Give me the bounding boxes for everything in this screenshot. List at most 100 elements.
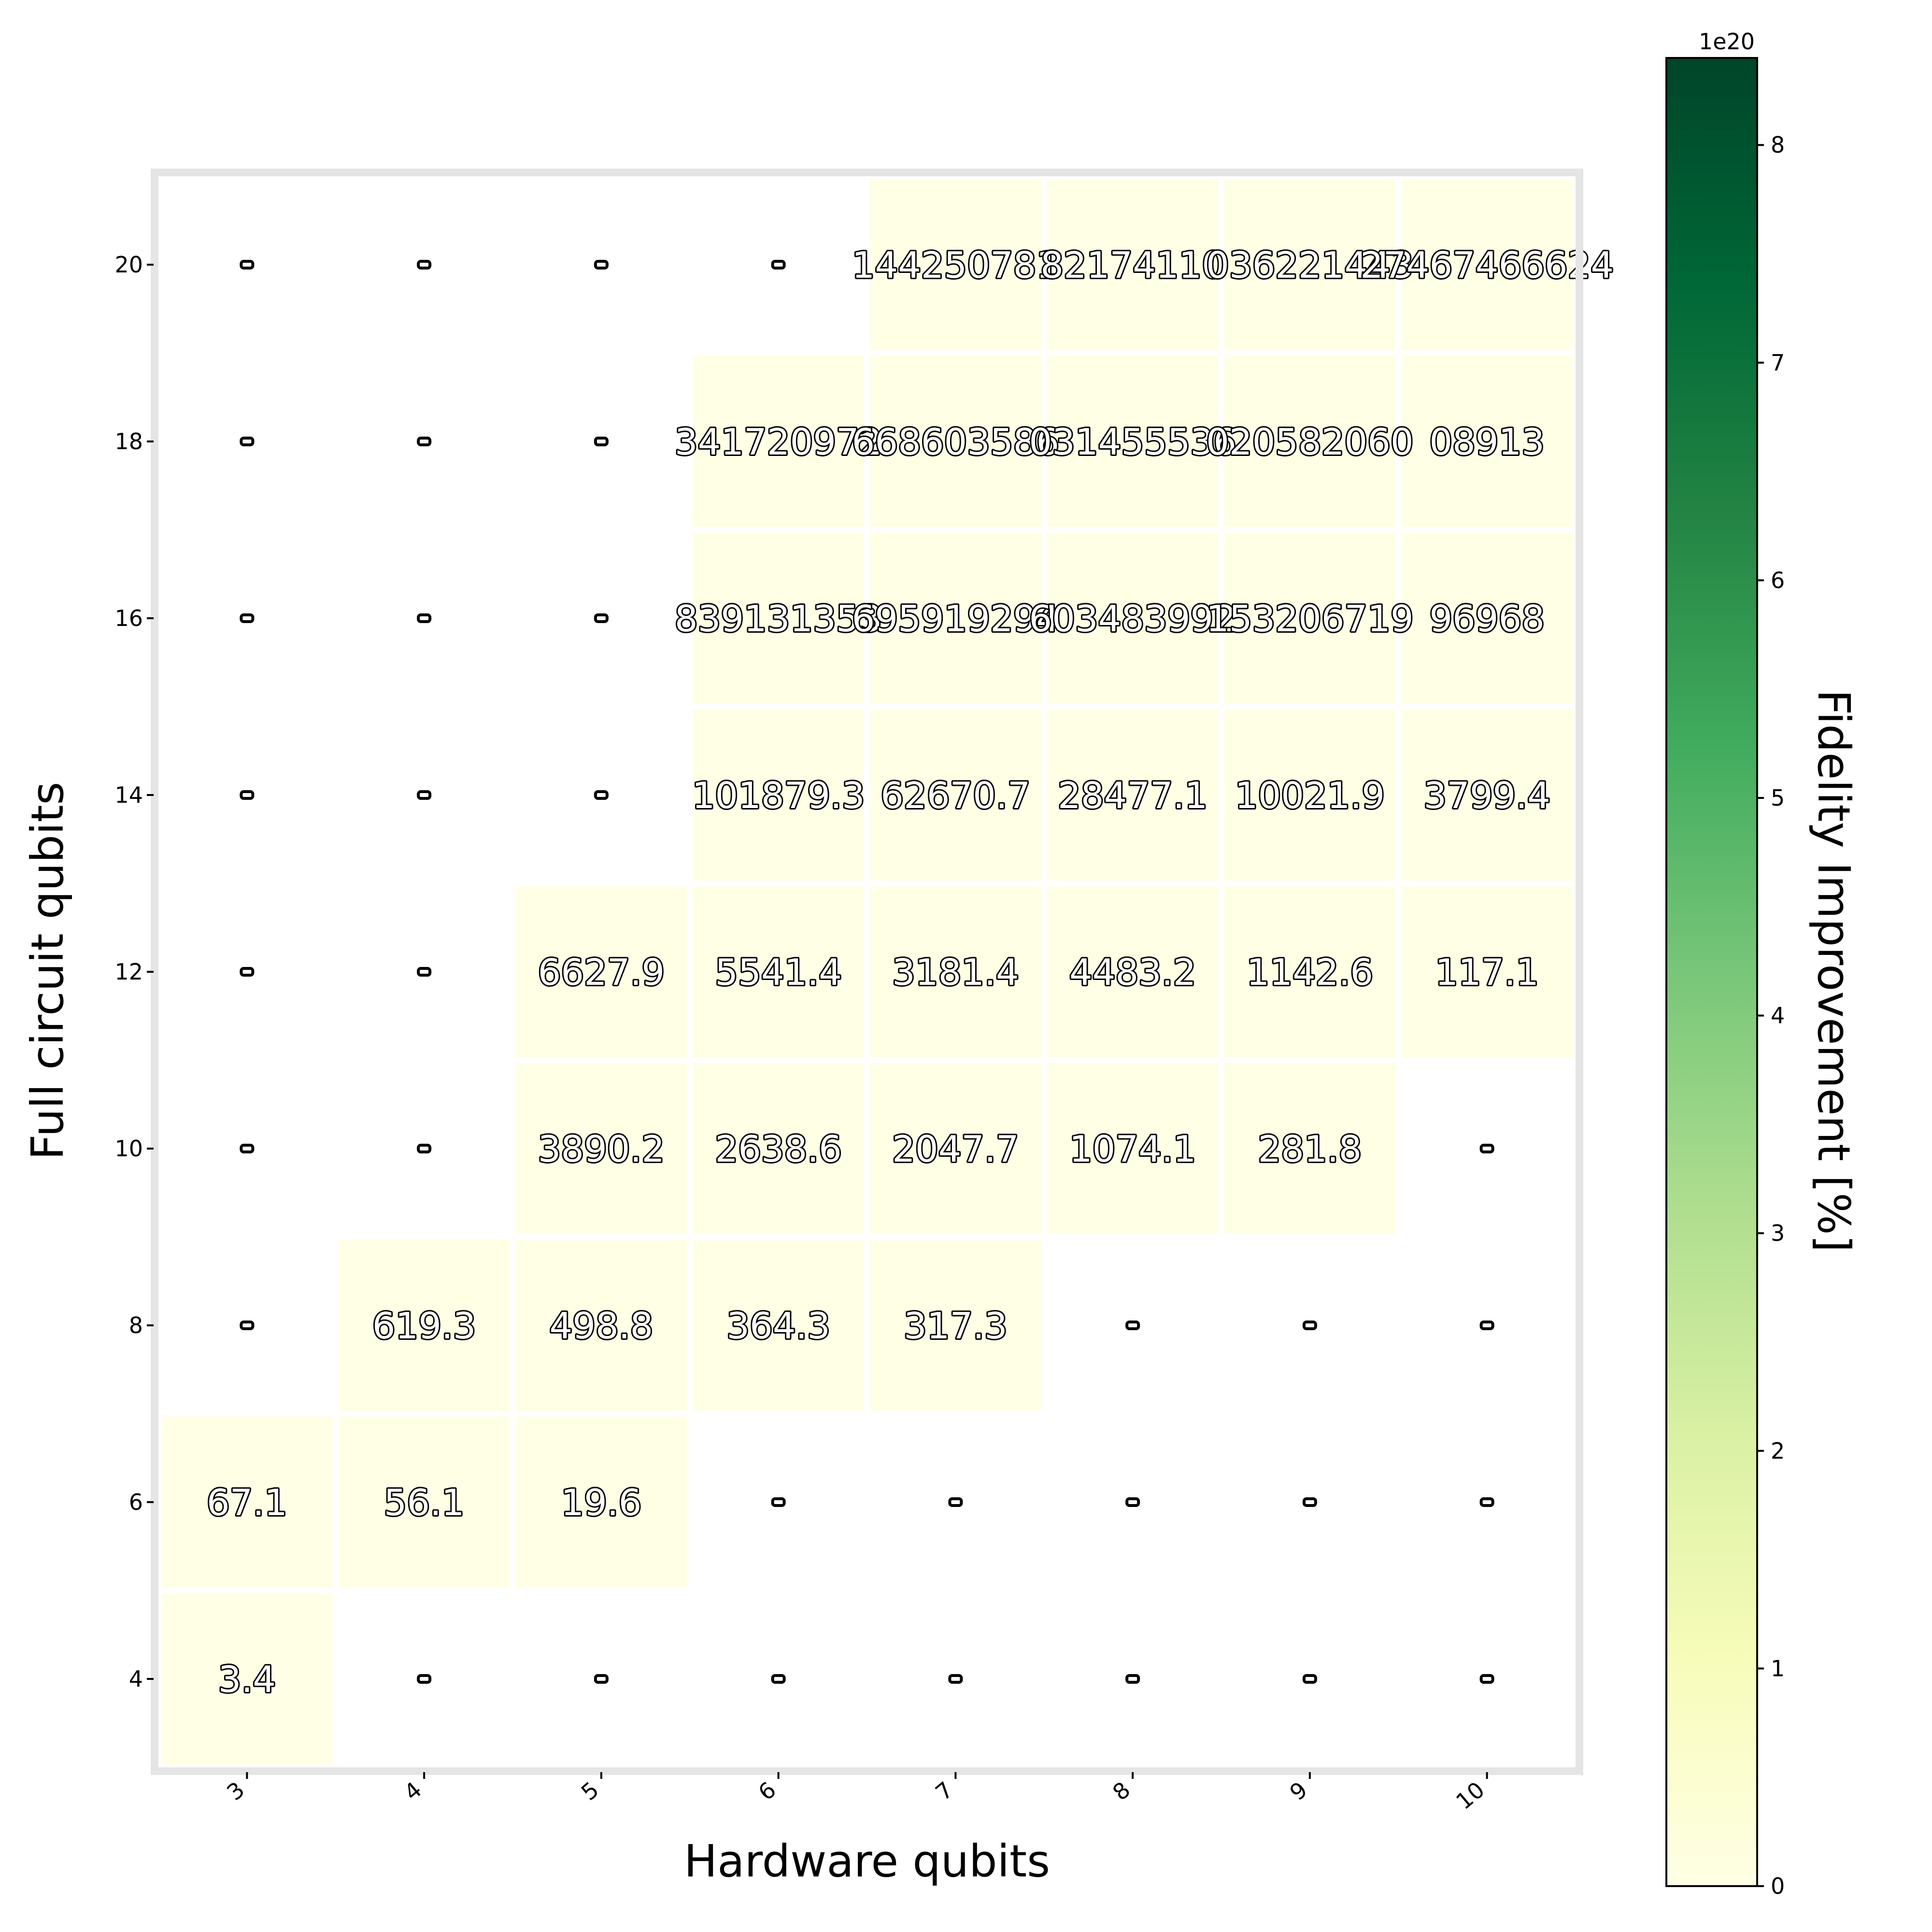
cell-value-label: 364.3: [726, 1305, 830, 1347]
empty-cell-marker: [771, 1674, 786, 1684]
cell-value-label: 2638.6: [715, 1128, 841, 1170]
heatmap-cell: [864, 1234, 1047, 1417]
cell-value-label: 82174110: [1040, 244, 1225, 286]
x-tick-label: 5: [576, 1776, 604, 1805]
heatmap-cell: [332, 1234, 516, 1417]
cell-value-label: 668603586: [852, 421, 1059, 463]
cell-value-label: 1142.6: [1247, 951, 1373, 994]
heatmap-cell: [1395, 881, 1578, 1063]
colorbar-offset-text: 1e20: [1699, 28, 1755, 55]
colorbar-tick-label: 8: [1771, 132, 1785, 158]
empty-cell-marker: [240, 1144, 255, 1153]
cell-value-label: 101879.3: [692, 774, 865, 817]
heatmap-cell: [687, 1057, 870, 1240]
heatmap-cell: [1041, 527, 1224, 710]
empty-cell-marker: [240, 967, 255, 977]
x-tick-label: 7: [930, 1776, 958, 1805]
heatmap-cell: [864, 350, 1047, 533]
y-tick-label: 6: [129, 1489, 143, 1515]
heatmap-cell: [1041, 881, 1224, 1063]
x-tick-label: 10: [1451, 1776, 1490, 1815]
cell-value-label: 62670.7: [881, 774, 1030, 817]
heatmap-cell: [1041, 173, 1224, 356]
cell-value-label: 341720972: [675, 421, 882, 463]
empty-cell-marker: [1302, 1674, 1317, 1684]
heatmap-cells: [156, 173, 1578, 1770]
empty-cell-marker: [771, 1497, 786, 1507]
empty-cell-marker: [594, 1674, 609, 1684]
x-axis-title: Hardware qubits: [684, 1835, 1050, 1887]
empty-cell-marker: [594, 613, 609, 623]
cell-value-label: 1074.1: [1069, 1128, 1196, 1170]
empty-cell-marker: [240, 1321, 255, 1330]
empty-cell-marker: [240, 437, 255, 446]
colorbar-tick-label: 2: [1771, 1438, 1785, 1464]
empty-cell-marker: [417, 1144, 432, 1153]
empty-cell-marker: [1302, 1497, 1317, 1507]
cell-value-label: 2047.7: [892, 1128, 1019, 1170]
x-tick-label: 9: [1285, 1776, 1312, 1805]
empty-cell-marker: [1125, 1321, 1140, 1330]
x-axis-ticks: 3 4 5 6 7 8 9 10: [222, 1772, 1490, 1815]
y-tick-label: 8: [129, 1312, 143, 1338]
empty-cell-marker: [771, 260, 786, 270]
y-tick-label: 18: [114, 428, 143, 455]
cell-value-label: 08913: [1429, 421, 1545, 463]
cell-value-label: 317.3: [904, 1305, 1008, 1347]
empty-cell-marker: [417, 1674, 432, 1684]
empty-cell-marker: [594, 790, 609, 800]
cell-value-label: 3890.2: [538, 1128, 665, 1170]
cell-value-label: 117.1: [1435, 951, 1539, 994]
cell-value-label: 144250781: [852, 244, 1059, 286]
empty-cell-marker: [948, 1674, 963, 1684]
cell-value-label: 5541.4: [715, 951, 841, 994]
colorbar: [1665, 57, 1758, 1887]
heatmap-cell: [1041, 704, 1224, 886]
cell-value-label: 498.8: [550, 1305, 653, 1347]
cell-value-label: 27467466624: [1360, 244, 1614, 286]
x-tick-label: 4: [399, 1776, 426, 1805]
heatmap-cell: [510, 1411, 693, 1593]
cell-value-label: 153206719: [1206, 597, 1413, 640]
empty-cell-marker: [1479, 1497, 1494, 1507]
cell-value-label: 619.3: [372, 1305, 476, 1347]
cell-value-label: 96968: [1429, 597, 1545, 640]
colorbar-tick-label: 1: [1771, 1655, 1785, 1681]
cell-value-label: 3799.4: [1423, 774, 1550, 817]
heatmap-cell: [1041, 1057, 1224, 1240]
empty-cell-marker: [417, 260, 432, 270]
colorbar-tick-label: 7: [1771, 350, 1785, 376]
heatmap-cell: [1218, 1057, 1402, 1240]
y-tick-label: 14: [114, 782, 143, 808]
empty-cell-marker: [1125, 1674, 1140, 1684]
heatmap-cell: [864, 704, 1047, 886]
x-tick-label: 3: [222, 1776, 249, 1805]
colorbar-tick-label: 0: [1771, 1873, 1785, 1899]
cell-value-label: 3.4: [218, 1658, 276, 1701]
cell-value-label: 6627.9: [538, 951, 665, 994]
heatmap-cell: [1395, 704, 1578, 886]
empty-cell-marker: [417, 790, 432, 800]
empty-cell-marker: [594, 260, 609, 270]
empty-cell-marker: [240, 790, 255, 800]
colorbar-tick-label: 5: [1771, 785, 1785, 811]
y-tick-label: 4: [129, 1666, 143, 1692]
cell-value-label: 67.1: [207, 1481, 287, 1524]
cell-value-label: 10021.9: [1235, 774, 1385, 817]
colorbar-title: Fidelity Improvement [%]: [1808, 689, 1860, 1252]
y-axis-ticks: 20 18 16 14 12 10 8 6 4: [114, 252, 154, 1692]
empty-cell-marker: [417, 613, 432, 623]
heatmap-cell: [687, 881, 870, 1063]
heatmap-cell: [864, 881, 1047, 1063]
heatmap-cell: [1395, 527, 1578, 710]
empty-cell-marker: [1479, 1144, 1494, 1153]
cell-value-label: 281.8: [1258, 1128, 1362, 1170]
empty-cell-marker: [948, 1497, 963, 1507]
cell-value-label: 036221443: [1206, 244, 1413, 286]
heatmap-cell: [687, 527, 870, 710]
y-tick-label: 12: [114, 959, 143, 985]
empty-cell-marker: [1125, 1497, 1140, 1507]
heatmap-cell: [510, 881, 693, 1063]
x-tick-label: 8: [1108, 1776, 1135, 1805]
